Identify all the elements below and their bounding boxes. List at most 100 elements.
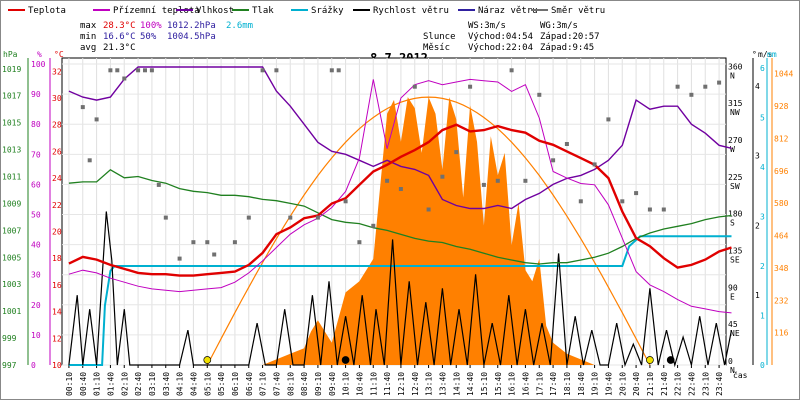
- degc-tick-label: 30: [52, 94, 62, 103]
- solar-tick-label: 348: [774, 264, 789, 273]
- legend-label-0: Teplota: [28, 6, 66, 16]
- hpa-tick-label: 1017: [2, 92, 21, 101]
- stats-max-label: max: [80, 21, 97, 31]
- hpa-tick-label: 999: [2, 334, 17, 343]
- x-tick-label: 01:10: [93, 372, 102, 396]
- dir-tick-label: 180: [728, 210, 743, 219]
- stats-max-hum: 100%: [140, 21, 162, 31]
- x-tick-label: 05:40: [217, 372, 226, 396]
- wind-direction-point: [336, 68, 341, 73]
- dir-name-label: W: [730, 145, 735, 154]
- wind-direction-point: [177, 256, 182, 261]
- x-tick-label: 07:10: [259, 372, 268, 396]
- pct-axis-label: %: [37, 50, 42, 59]
- mm-tick-label: 5: [760, 113, 765, 122]
- plot-area: [68, 66, 733, 368]
- info-sun-rise: Východ:04:54: [468, 32, 533, 42]
- x-tick-label: 02:40: [134, 372, 143, 396]
- x-axis-label: čas: [733, 370, 748, 380]
- wind-direction-point: [689, 92, 694, 97]
- x-tick-label: 21:40: [660, 372, 669, 396]
- x-tick-label: 04:10: [176, 372, 185, 396]
- wind-direction-point: [647, 207, 652, 212]
- wind-direction-point: [468, 84, 473, 89]
- x-tick-label: 10:10: [342, 372, 351, 396]
- dir-tick-label: 315: [728, 99, 743, 108]
- wind-direction-point: [115, 68, 120, 73]
- dir-name-label: S: [730, 219, 735, 228]
- x-tick-label: 00:40: [79, 372, 88, 396]
- dir-tick-label: 360: [728, 62, 743, 71]
- pct-tick-label: 80: [31, 120, 41, 129]
- solar-area: [262, 97, 623, 365]
- degc-tick-label: 10: [52, 361, 62, 370]
- info-box: WS:3m/s WG:3m/s Slunce Východ:04:54 Zápa…: [423, 21, 600, 53]
- x-tick-label: 09:40: [328, 372, 337, 396]
- x-tick-label: 11:40: [383, 372, 392, 396]
- stats-avg-temp: 21.3°C: [103, 43, 136, 53]
- stats-min-press: 1004.5hPa: [167, 32, 216, 42]
- degc-tick-label: 26: [52, 147, 62, 156]
- x-tick-label: 12:10: [397, 372, 406, 396]
- dir-name-label: E: [730, 292, 735, 301]
- stats-min-temp: 16.6°C: [103, 32, 136, 42]
- deg-axis-label: °: [752, 50, 757, 59]
- x-tick-label: 15:10: [480, 372, 489, 396]
- degc-tick-label: 28: [52, 121, 62, 130]
- wind-direction-point: [94, 117, 99, 122]
- wind-direction-point: [495, 178, 500, 183]
- pct-tick-label: 100: [31, 60, 46, 69]
- wind-direction-point: [523, 178, 528, 183]
- dir-tick-label: 225: [728, 173, 743, 182]
- dir-name-label: N: [730, 366, 735, 375]
- x-tick-label: 15:40: [494, 372, 503, 396]
- temperature-line: [68, 123, 732, 277]
- wind-direction-point: [357, 240, 362, 245]
- degc-tick-label: 20: [52, 228, 62, 237]
- pct-tick-label: 40: [31, 241, 41, 250]
- x-tick-label: 10:40: [355, 372, 364, 396]
- wind-direction-point: [398, 187, 403, 191]
- info-wg: WG:3m/s: [540, 21, 578, 31]
- degc-tick-label: 18: [52, 254, 62, 263]
- wind-direction-point: [136, 68, 141, 73]
- humidity-line: [68, 66, 732, 210]
- hpa-axis-label: hPa: [3, 50, 18, 59]
- moonset-marker: [341, 356, 350, 364]
- solar-tick-label: 116: [774, 329, 789, 338]
- x-tick-label: 22:40: [687, 372, 696, 396]
- x-tick-label: 06:10: [231, 372, 240, 396]
- hpa-tick-label: 1019: [2, 65, 21, 74]
- dir-name-label: N: [730, 71, 735, 80]
- hpa-tick-label: 997: [2, 361, 17, 370]
- x-tick-label: 09:10: [314, 372, 323, 396]
- wind-direction-point: [717, 80, 722, 85]
- ms-tick-label: 1: [755, 291, 760, 300]
- legend-label-3: Tlak: [252, 6, 274, 16]
- pct-tick-label: 30: [31, 271, 41, 280]
- stats-min-label: min: [80, 32, 96, 42]
- x-tick-label: 07:40: [272, 372, 281, 396]
- dir-tick-label: 45: [728, 320, 738, 329]
- x-tick-label: 12:40: [411, 372, 420, 396]
- wind-direction-point: [385, 178, 390, 183]
- dir-name-label: SW: [730, 182, 740, 191]
- wind-direction-point: [80, 105, 85, 110]
- wind-direction-point: [288, 215, 293, 220]
- degc-tick-label: 32: [52, 67, 62, 76]
- wind-direction-point: [551, 158, 556, 163]
- stats-max-rain: 2.6mm: [226, 21, 253, 31]
- wind-direction-point: [620, 199, 625, 204]
- ground-temperature-line: [68, 78, 732, 314]
- stats-max-temp: 28.3°C: [103, 21, 136, 31]
- wind-direction-point: [246, 215, 251, 220]
- wind-direction-point: [212, 252, 217, 257]
- degc-tick-label: 22: [52, 201, 62, 210]
- stats-max-press: 1012.2hPa: [167, 21, 216, 31]
- mm-tick-label: 2: [760, 262, 765, 271]
- x-tick-label: 13:10: [425, 372, 434, 396]
- info-moon-set: Západ:9:45: [540, 43, 594, 53]
- wind-direction-point: [454, 150, 459, 155]
- x-tick-label: 19:10: [591, 372, 600, 396]
- wind-speed-line: [68, 211, 733, 368]
